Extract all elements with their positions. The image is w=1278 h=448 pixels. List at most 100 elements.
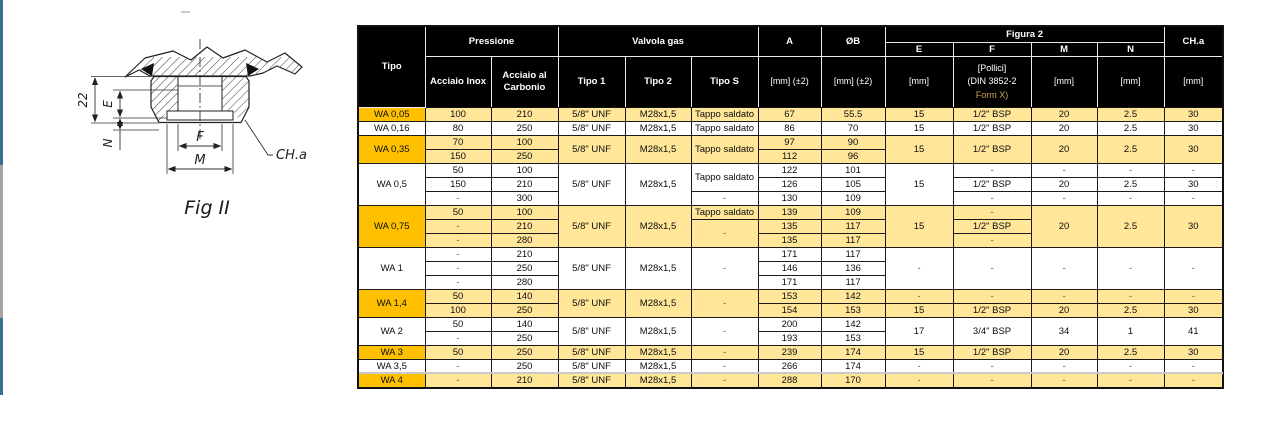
col-header-tipo1: Tipo 1: [557, 56, 626, 108]
col-header-acciaio-carbonio: Acciaio al Carbonio: [490, 56, 559, 108]
table-cell: -: [690, 373, 759, 389]
table-cell: M28x1,5: [624, 289, 692, 318]
table-cell: 135: [757, 219, 822, 234]
col-group-valvola-gas: Valvola gas: [557, 25, 759, 57]
table-cell: -: [1163, 191, 1224, 206]
table-cell: Tappo saldato: [690, 121, 759, 136]
table-cell: 153: [820, 303, 886, 318]
table-cell: 5/8" UNF: [557, 107, 626, 122]
table-cell: 117: [820, 233, 886, 248]
table-cell: 20: [1030, 121, 1098, 136]
unit-n: [mm]: [1096, 56, 1165, 108]
table-row: -210-135 117 1/2" BSP: [358, 219, 1223, 248]
table-cell: Tappo saldato: [690, 135, 759, 164]
table-cell: 15: [884, 205, 954, 248]
leader-label-cha: CH.a: [276, 148, 307, 163]
table-cell: M28x1,5: [624, 121, 692, 136]
table-cell: 17: [884, 317, 954, 346]
table-cell: 117: [820, 275, 886, 290]
unit-ob: [mm] (±2): [820, 56, 886, 108]
table-cell: 250: [490, 121, 559, 136]
table-cell: 1/2" BSP: [952, 107, 1032, 122]
dim-label-22: 22: [76, 92, 90, 107]
table-cell: 3/4" BSP: [952, 317, 1032, 346]
table-cell: M28x1,5: [624, 317, 692, 346]
col-header-m: M: [1030, 42, 1098, 57]
table-cell: 1/2" BSP: [952, 219, 1032, 234]
table-cell: -: [424, 219, 492, 234]
dim-label-n: N: [101, 138, 115, 147]
table-cell: M28x1,5: [624, 107, 692, 122]
row-type-cell: WA 1: [357, 247, 426, 290]
table-cell: 122: [757, 163, 822, 178]
table-cell: 30: [1163, 205, 1224, 248]
table-cell: 210: [490, 107, 559, 122]
unit-f-line2: (DIN 3852-2: [967, 76, 1017, 87]
table-cell: 30: [1163, 303, 1224, 318]
table-cell: -: [690, 191, 759, 206]
table-cell: 30: [1163, 107, 1224, 122]
table-cell: -: [884, 289, 954, 304]
table-cell: -: [424, 275, 492, 290]
table-cell: 117: [820, 219, 886, 234]
col-header-tipos: Tipo S: [690, 56, 759, 108]
col-header-tipo2: Tipo 2: [624, 56, 692, 108]
table-cell: 100: [490, 163, 559, 178]
table-cell: 5/8" UNF: [557, 135, 626, 164]
table-cell: 2.5: [1096, 135, 1165, 164]
table-cell: 15: [884, 121, 954, 136]
table-cell: 30: [1163, 345, 1224, 360]
table-cell: 300: [490, 191, 559, 206]
table-cell: 239: [757, 345, 822, 360]
table-row: WA 0,35 70 100 5/8" UNF M28x1,5 Tappo saldato…: [357, 135, 1224, 164]
table-cell: 174: [820, 359, 886, 374]
table-cell: -: [1163, 163, 1224, 178]
table-cell: 50: [424, 345, 492, 360]
dim-label-f: F: [196, 130, 204, 145]
table-cell: 80: [424, 121, 492, 136]
row-type-cell: WA 2: [357, 317, 426, 346]
row-type-cell: WA 3: [357, 345, 426, 360]
table-cell: -: [952, 233, 1032, 248]
table-cell: -: [690, 345, 759, 360]
table-body: WA 0,05 100 210 5/8" UNF M28x1,5 Tappo saldat…: [357, 107, 1224, 389]
col-header-cha: CH.a: [1163, 25, 1224, 57]
table-cell: -: [1030, 373, 1098, 389]
table-cell: 150: [424, 177, 492, 192]
table-cell: -: [952, 163, 1032, 178]
table-row: 150 210 126 105 1/2" BSP 20 2.5 30: [358, 177, 1224, 192]
table-row: WA 3 50 250 5/8" UNF M28x1,5-239 174 15 1/2" BS…: [357, 345, 1224, 360]
table-cell: -: [1163, 289, 1224, 304]
table-cell: 30: [1163, 121, 1224, 136]
table-cell: 1/2" BSP: [952, 177, 1032, 192]
table-cell: 86: [757, 121, 822, 136]
table-cell: 20: [1030, 177, 1098, 192]
table-cell: 20: [1030, 135, 1098, 164]
table-cell: -: [424, 233, 492, 248]
unit-f: [Pollici] (DIN 3852-2 Form X): [952, 56, 1032, 108]
unit-cha: [mm]: [1163, 56, 1224, 108]
weld-bead-left: [141, 63, 154, 76]
table-cell: -: [1096, 289, 1165, 304]
table-cell: 250: [490, 331, 559, 346]
table-cell: 139: [757, 205, 822, 220]
window-edge-segment: [0, 0, 3, 165]
table-cell: 170: [820, 373, 886, 389]
table-cell: 171: [757, 247, 822, 262]
table-row: WA 0,16 80 250 5/8" UNF M28x1,5 Tappo saldato…: [357, 121, 1224, 136]
table-cell: -: [952, 373, 1032, 389]
table-cell: -: [1030, 163, 1098, 178]
table-cell: -: [424, 359, 492, 374]
table-cell: 15: [884, 345, 954, 360]
table-cell: 135: [757, 233, 822, 248]
table-cell: -: [952, 289, 1032, 304]
table-cell: 15: [884, 303, 954, 318]
table-cell: 67: [757, 107, 822, 122]
unit-f-line3: Form X): [975, 89, 1009, 100]
technical-drawing: 22 E N F M CH.a Fig II: [55, 3, 400, 258]
table-cell: -: [1096, 247, 1165, 290]
table-cell: 150: [424, 149, 492, 164]
table-cell: 2.5: [1096, 177, 1165, 192]
col-header-e: E: [884, 42, 954, 57]
table-cell: -: [952, 191, 1032, 206]
